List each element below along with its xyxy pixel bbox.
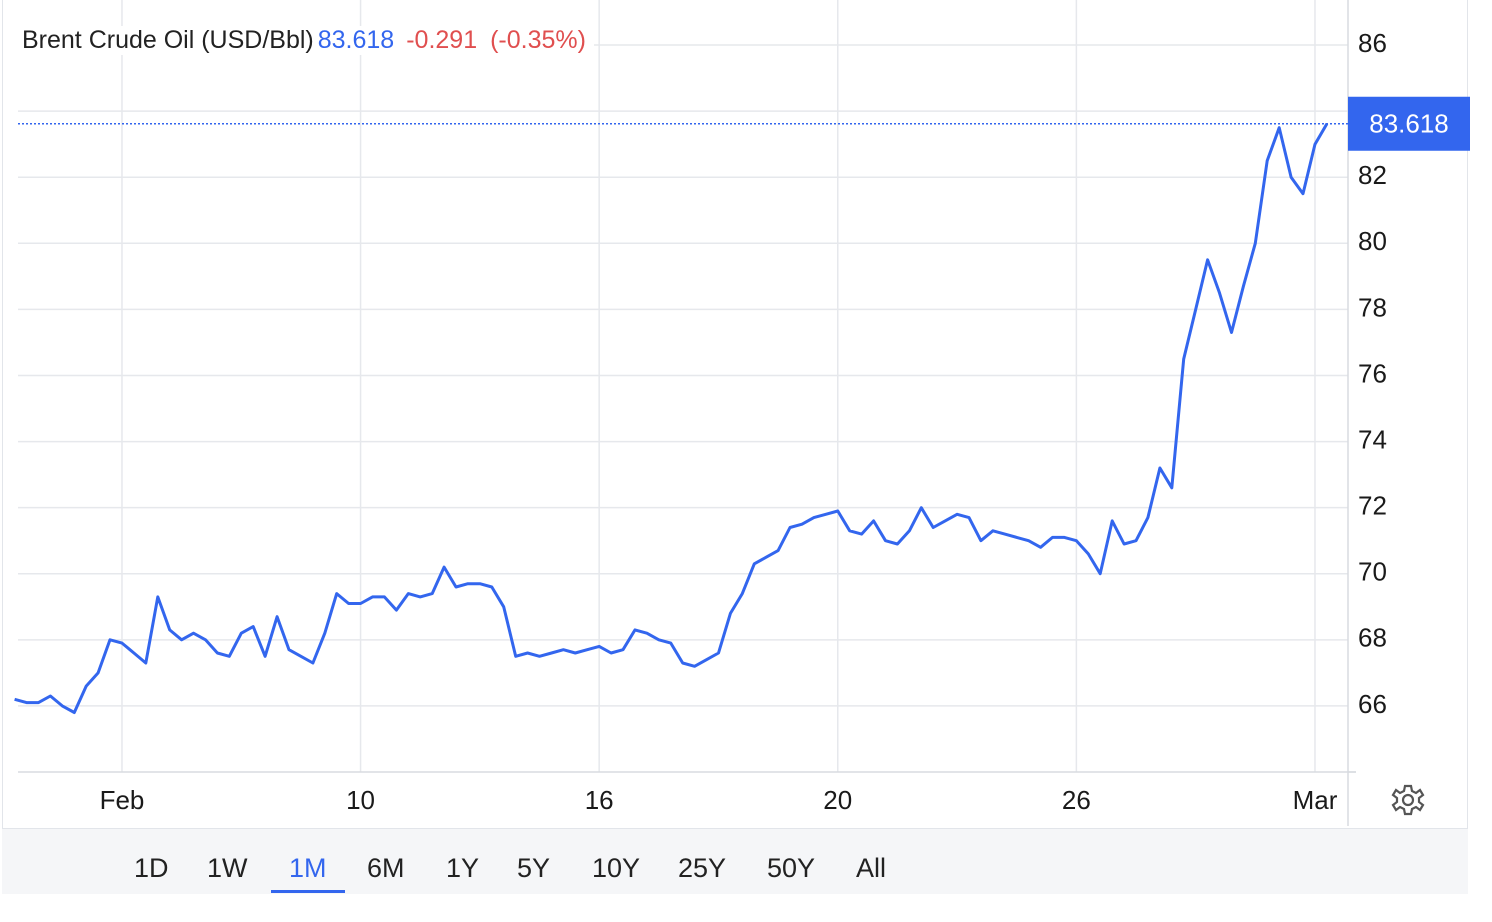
range-button[interactable]: 5Y — [517, 853, 551, 883]
change: -0.291 — [406, 26, 478, 54]
y-tick-label: 74 — [1358, 424, 1387, 454]
range-button[interactable]: 1Y — [446, 853, 480, 883]
range-button[interactable]: 25Y — [678, 853, 727, 883]
chart-header: Brent Crude Oil (USD/Bbl) 83.618 -0.291 (-… — [14, 26, 594, 55]
y-tick-label: 80 — [1358, 226, 1387, 256]
y-tick-label: 72 — [1358, 491, 1387, 521]
y-tick-label: 82 — [1358, 160, 1387, 190]
x-tick-label: Feb — [100, 785, 145, 815]
y-tick-label: 66 — [1358, 689, 1387, 719]
x-tick-label: Mar — [1293, 785, 1338, 815]
x-tick-label: 16 — [585, 785, 614, 815]
x-tick-label: 26 — [1062, 785, 1091, 815]
range-button[interactable]: 1D — [134, 853, 169, 883]
chart-title: Brent Crude Oil (USD/Bbl) — [22, 26, 314, 54]
last-price-box — [1348, 96, 1470, 151]
settings-icon[interactable] — [1391, 784, 1425, 816]
y-tick-label: 86 — [1358, 28, 1387, 58]
y-tick-label: 70 — [1358, 557, 1387, 587]
price-line — [14, 123, 1329, 714]
range-button[interactable]: 1M — [271, 853, 345, 893]
y-tick-label: 76 — [1358, 358, 1387, 388]
x-tick-label: 10 — [346, 785, 375, 815]
change-percent: (-0.35%) — [490, 26, 586, 54]
y-tick-label: 68 — [1358, 623, 1387, 653]
x-tick-label: 20 — [823, 785, 852, 815]
range-button[interactable]: 10Y — [592, 853, 641, 883]
y-tick-label: 78 — [1358, 292, 1387, 322]
last-price-label: 83.618 — [1369, 109, 1449, 139]
range-button[interactable]: All — [856, 853, 887, 883]
range-button[interactable]: 6M — [367, 853, 405, 883]
price: 83.618 — [317, 26, 395, 54]
range-button[interactable]: 50Y — [767, 853, 816, 883]
range-button[interactable]: 1W — [207, 853, 248, 883]
range-selector: 1D 1W 1M 6M 1Y 5Y 10Y 25Y 50Y All — [2, 828, 1468, 894]
